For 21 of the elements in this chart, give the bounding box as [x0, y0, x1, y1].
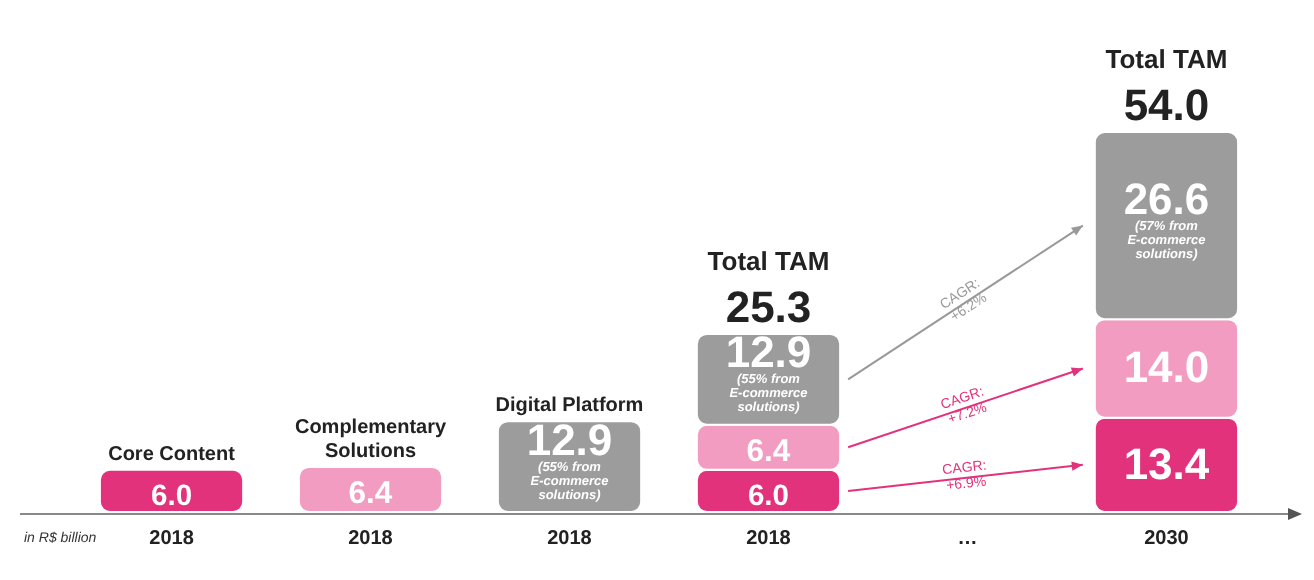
- annotation: Total TAM: [707, 245, 830, 276]
- x-tick-label: 2018: [746, 528, 792, 550]
- bar: [297, 465, 444, 513]
- series-label: Complementary Solutions: [294, 416, 447, 463]
- x-tick-label: …: [957, 528, 978, 550]
- x-tick-label: 2018: [149, 528, 195, 550]
- x-tick-label: 2018: [348, 528, 394, 550]
- data-label: 6.0: [151, 480, 193, 513]
- total-label: 25.3: [725, 281, 812, 332]
- x-tick-label: 2030: [1144, 528, 1190, 550]
- text: Total TAM: [1105, 44, 1228, 74]
- data-label: 6.0: [747, 480, 790, 513]
- series-label: Digital Platform: [495, 395, 644, 418]
- data-label: 14.0: [1123, 342, 1210, 393]
- data-label: 6.4: [348, 477, 393, 512]
- data-label: 13.4: [1123, 438, 1211, 489]
- bar: [98, 468, 245, 513]
- series-label: Core Content: [108, 443, 237, 466]
- total-label: 54.0: [1123, 80, 1210, 130]
- x-tick-label: 2018: [547, 528, 593, 550]
- data-label: 6.4: [746, 435, 791, 470]
